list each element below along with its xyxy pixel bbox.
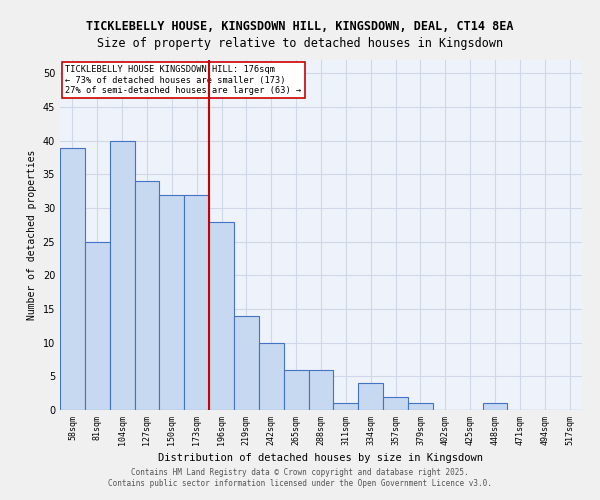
- Text: Contains HM Land Registry data © Crown copyright and database right 2025.
Contai: Contains HM Land Registry data © Crown c…: [108, 468, 492, 487]
- Bar: [482, 404, 508, 410]
- Y-axis label: Number of detached properties: Number of detached properties: [27, 150, 37, 320]
- Bar: [234, 316, 259, 410]
- Bar: [259, 342, 284, 410]
- Bar: [160, 194, 184, 410]
- Bar: [383, 396, 408, 410]
- Bar: [284, 370, 308, 410]
- Bar: [134, 181, 160, 410]
- Bar: [358, 383, 383, 410]
- Text: TICKLEBELLY HOUSE KINGSDOWN HILL: 176sqm
← 73% of detached houses are smaller (1: TICKLEBELLY HOUSE KINGSDOWN HILL: 176sqm…: [65, 66, 301, 95]
- Bar: [334, 404, 358, 410]
- Text: TICKLEBELLY HOUSE, KINGSDOWN HILL, KINGSDOWN, DEAL, CT14 8EA: TICKLEBELLY HOUSE, KINGSDOWN HILL, KINGS…: [86, 20, 514, 33]
- Bar: [408, 404, 433, 410]
- Bar: [85, 242, 110, 410]
- Bar: [60, 148, 85, 410]
- Bar: [110, 141, 134, 410]
- Text: Size of property relative to detached houses in Kingsdown: Size of property relative to detached ho…: [97, 38, 503, 51]
- Bar: [209, 222, 234, 410]
- X-axis label: Distribution of detached houses by size in Kingsdown: Distribution of detached houses by size …: [158, 453, 484, 463]
- Bar: [184, 194, 209, 410]
- Bar: [308, 370, 334, 410]
